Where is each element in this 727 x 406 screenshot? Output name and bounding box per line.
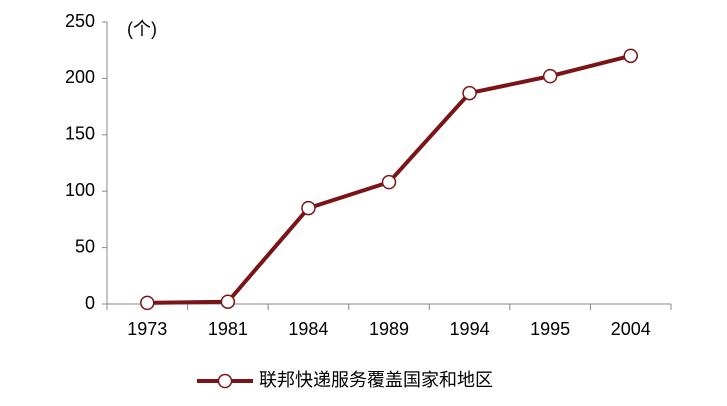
legend-label: 联邦快递服务覆盖国家和地区	[259, 370, 493, 390]
y-tick-label: 0	[85, 293, 95, 313]
legend-marker	[217, 373, 233, 389]
point-marker	[623, 48, 638, 64]
point-marker	[140, 295, 155, 311]
unit-label: (个)	[127, 19, 157, 39]
x-tick-label: 1989	[369, 319, 409, 339]
x-tick-label: 1981	[208, 319, 248, 339]
y-tick-label: 200	[65, 67, 95, 87]
point-marker	[462, 85, 477, 101]
x-tick-label: 1984	[288, 319, 328, 339]
y-tick-label: 100	[65, 180, 95, 200]
x-tick-label: 1973	[127, 319, 167, 339]
x-tick-label: 2004	[611, 319, 651, 339]
point-marker	[220, 294, 236, 309]
y-tick-label: 150	[65, 124, 95, 144]
x-tick-label: 1995	[530, 319, 570, 339]
x-tick-label: 1994	[450, 319, 490, 339]
y-tick-label: 50	[75, 236, 95, 256]
y-tick-label: 250	[65, 11, 95, 31]
point-marker	[542, 68, 558, 84]
point-marker	[301, 200, 316, 216]
point-marker	[381, 174, 397, 190]
